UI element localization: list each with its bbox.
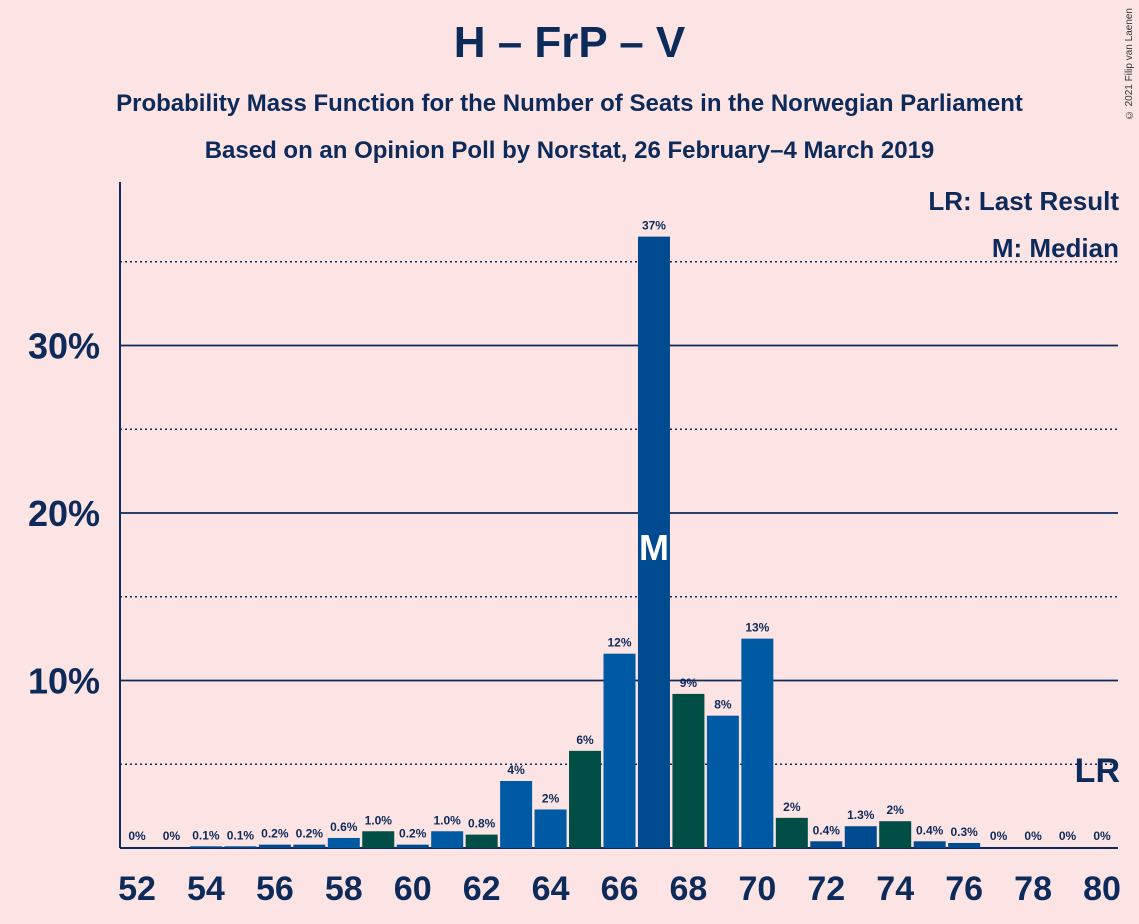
x-tick-label: 76 [945,870,983,908]
data-label: 2% [783,800,801,814]
bar-seat-59 [362,831,395,848]
bar-seat-73 [844,826,877,848]
median-marker: M [639,527,669,568]
data-label: 4% [507,763,525,777]
data-label: 37% [642,219,666,233]
x-tick-label: 70 [738,870,776,908]
bar-seat-61 [431,831,464,848]
data-label: 0.4% [813,823,841,837]
data-label: 13% [745,621,769,635]
data-label: 0.1% [192,828,220,842]
data-label: 8% [714,698,732,712]
data-label: 0.4% [916,823,944,837]
bar-seat-54 [189,846,222,848]
bar-seat-70 [741,638,774,848]
data-label: 0.2% [296,827,324,841]
data-label: 0% [163,829,181,843]
data-label: 6% [576,733,594,747]
bar-seat-66 [603,653,636,848]
x-tick-label: 72 [807,870,845,908]
last-result-marker: LR [1075,752,1120,790]
bar-seat-68 [672,693,705,848]
x-tick-label: 62 [463,870,501,908]
x-tick-label: 80 [1083,870,1121,908]
bar-seat-69 [706,715,739,848]
x-tick-label: 54 [187,870,225,908]
bar-seat-55 [224,846,257,848]
data-label: 0.1% [227,828,255,842]
y-tick-label: 30% [28,326,100,367]
x-tick-label: 60 [394,870,432,908]
bar-seat-62 [465,834,498,848]
y-tick-label: 20% [28,493,100,534]
x-tick-label: 58 [325,870,363,908]
bar-seat-56 [258,844,291,848]
data-label: 0.3% [950,825,978,839]
x-tick-label: 56 [256,870,294,908]
data-label: 9% [680,676,698,690]
bar-seat-57 [293,844,326,848]
chart-subtitle-2: Based on an Opinion Poll by Norstat, 26 … [204,137,935,164]
data-label: 0% [1093,829,1111,843]
x-tick-label: 52 [118,870,156,908]
chart-subtitle-1: Probability Mass Function for the Number… [116,90,1023,117]
x-tick-label: 66 [601,870,639,908]
data-label: 0.2% [399,827,427,841]
data-label: 1.0% [433,813,461,827]
data-label: 0% [1024,829,1042,843]
bar-seat-64 [534,809,567,848]
bar-seat-58 [327,837,360,848]
x-tick-label: 78 [1014,870,1052,908]
data-label: 0.2% [261,827,289,841]
data-label: 0.8% [468,817,496,831]
bar-seat-71 [775,817,808,848]
x-tick-label: 68 [670,870,708,908]
bar-seat-60 [396,844,429,848]
data-label: 0% [1059,829,1077,843]
bar-seat-75 [913,841,946,848]
legend-median: M: Median [991,233,1119,263]
chart-title: H – FrP – V [453,18,686,67]
data-label: 12% [607,636,631,650]
bar-seat-74 [879,821,912,848]
data-label: 1.0% [365,813,393,827]
data-label: 0.6% [330,820,358,834]
bar-seat-67 [637,236,670,848]
x-tick-label: 64 [532,870,570,908]
bar-seat-63 [500,781,533,848]
data-label: 1.3% [847,808,875,822]
y-tick-label: 10% [28,661,100,702]
bar-seat-65 [569,750,602,848]
legend-last-result: LR: Last Result [928,186,1119,216]
bar-seat-72 [810,841,843,848]
data-label: 2% [887,803,905,817]
data-label: 0% [990,829,1008,843]
data-label: 2% [542,791,560,805]
x-tick-label: 74 [876,870,914,908]
bar-seat-76 [948,842,981,848]
data-label: 0% [128,829,146,843]
